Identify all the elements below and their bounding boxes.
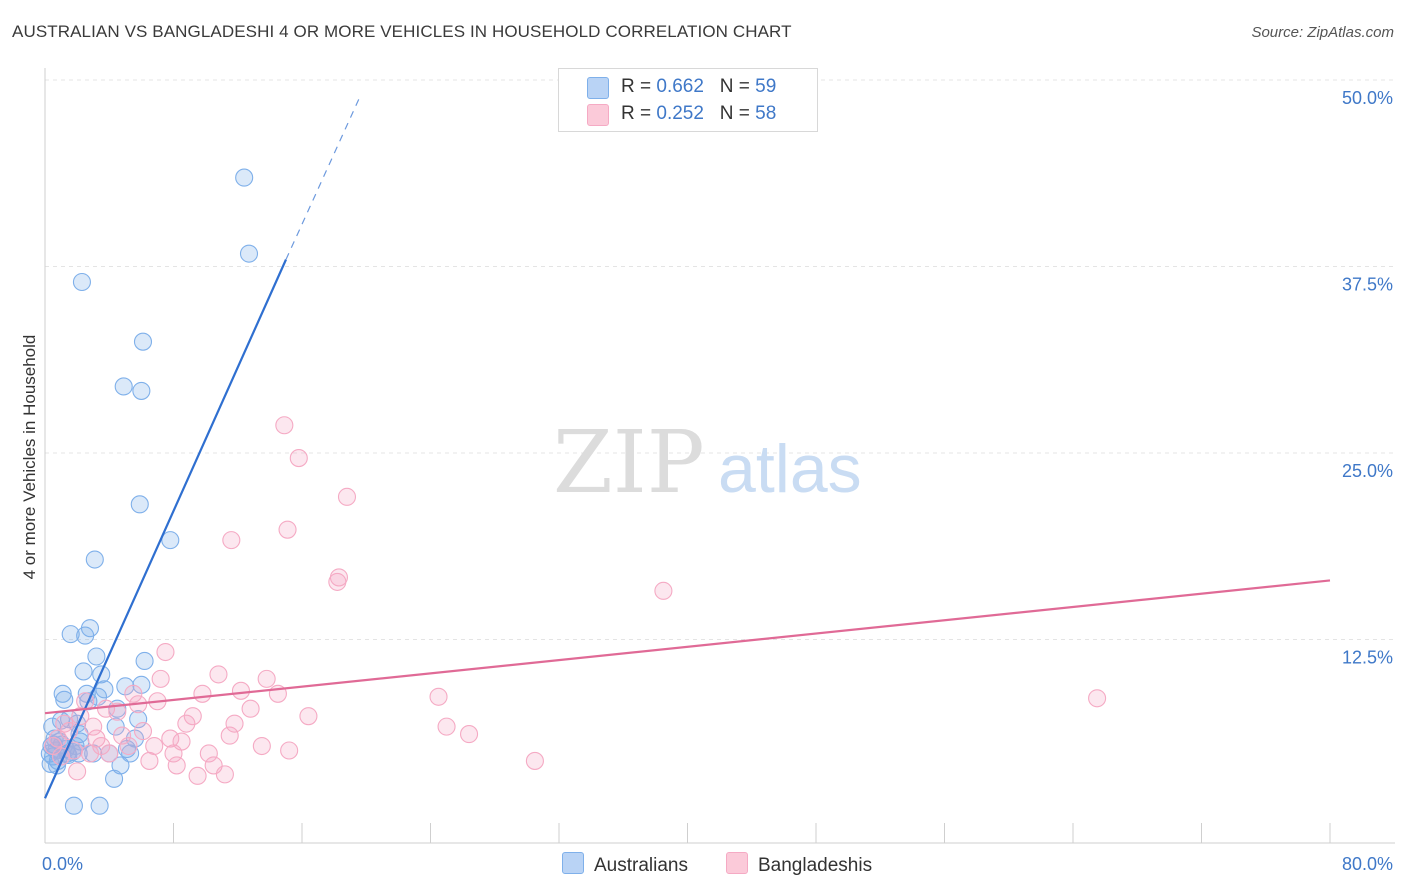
point-australians (64, 796, 83, 815)
point-bangladeshis (80, 744, 100, 763)
point-bangladeshis (1088, 689, 1107, 708)
point-australians (135, 651, 154, 671)
point-australians (85, 550, 104, 569)
chart-title: AUSTRALIAN VS BANGLADESHI 4 OR MORE VEHI… (12, 22, 792, 41)
bottom-legend-label-bangladeshis: Bangladeshis (758, 855, 873, 876)
point-bangladeshis (183, 707, 202, 726)
point-australians (132, 381, 151, 400)
tick-labels: 12.5% 25.0% 37.5% 50.0% 0.0% 80.0% (42, 88, 1393, 874)
point-bangladeshis (48, 729, 67, 748)
legend-swatch-bangladeshis (587, 104, 609, 126)
watermark-zip: ZIP (553, 413, 705, 513)
point-australians (95, 680, 114, 699)
point-bangladeshis (525, 751, 544, 770)
legend-swatch-australians (587, 77, 609, 99)
point-bangladeshis (151, 669, 170, 688)
point-bangladeshis (225, 714, 244, 733)
x-tick-label-max: 80.0% (1342, 854, 1393, 874)
stats-legend: R = 0.662 N = 59 R = 0.252 N = 58 (558, 68, 818, 132)
point-australians (239, 244, 259, 263)
point-australians (114, 377, 133, 396)
point-bangladeshis (119, 736, 138, 756)
point-bangladeshis (459, 725, 479, 744)
y-tick-label: 25.0% (1342, 461, 1393, 481)
point-australians (161, 531, 180, 550)
legend-stats-australians: R = 0.662 N = 59 (621, 76, 777, 97)
point-australians (129, 710, 148, 729)
point-bangladeshis (161, 729, 180, 748)
point-australians (55, 690, 74, 709)
point-bangladeshis (329, 568, 348, 587)
point-bangladeshis (231, 681, 251, 700)
y-tick-label: 50.0% (1342, 88, 1393, 108)
bottom-legend-label-australians: Australians (594, 855, 688, 876)
watermark-atlas: atlas (718, 431, 862, 507)
point-bangladeshis (199, 744, 218, 763)
axes (44, 68, 1395, 844)
point-bangladeshis (133, 722, 153, 741)
point-bangladeshis (177, 714, 196, 733)
point-bangladeshis (113, 726, 132, 745)
point-australians (74, 662, 93, 681)
point-bangladeshis (220, 726, 239, 745)
point-bangladeshis (100, 744, 119, 763)
bottom-legend-swatch-bangladeshis (726, 852, 748, 874)
point-australians (41, 754, 60, 773)
trend-line-australians-extension (285, 96, 361, 260)
point-australians (111, 756, 130, 775)
y-tick-label: 37.5% (1342, 275, 1393, 295)
point-bangladeshis (145, 736, 164, 756)
point-bangladeshis (278, 520, 297, 539)
legend-stats-bangladeshis: R = 0.252 N = 58 (621, 103, 777, 124)
point-australians (235, 168, 254, 187)
point-bangladeshis (215, 765, 234, 784)
watermark: ZIP atlas (553, 413, 862, 513)
point-bangladeshis (172, 732, 191, 751)
point-bangladeshis (108, 702, 127, 721)
point-bangladeshis (289, 449, 308, 468)
bottom-legend-swatch-australians (562, 852, 584, 874)
point-bangladeshis (241, 699, 260, 718)
point-bangladeshis (156, 642, 175, 662)
point-australians (43, 717, 62, 736)
point-bangladeshis (68, 762, 87, 781)
point-bangladeshis (337, 487, 357, 506)
point-bangladeshis (252, 736, 271, 756)
trend-lines (43, 96, 1331, 799)
point-bangladeshis (209, 665, 228, 684)
y-tick-label: 12.5% (1342, 648, 1393, 668)
x-tick-label-min: 0.0% (42, 854, 83, 874)
point-bangladeshis (654, 581, 673, 600)
point-australians (80, 619, 100, 638)
grid-lines (45, 79, 1395, 640)
point-australians (53, 684, 72, 703)
point-bangladeshis (193, 684, 212, 703)
point-bangladeshis (299, 707, 318, 726)
point-bangladeshis (84, 717, 103, 736)
point-bangladeshis (222, 531, 241, 550)
point-bangladeshis (275, 416, 294, 435)
source-credit: Source: ZipAtlas.com (1251, 24, 1394, 41)
point-bangladeshis (257, 669, 276, 688)
point-bangladeshis (188, 766, 207, 785)
point-australians (133, 332, 153, 351)
point-australians (87, 647, 106, 666)
point-australians (72, 272, 91, 292)
point-bangladeshis (124, 684, 143, 703)
bottom-legend-australians: Australians (562, 852, 688, 877)
bottom-legend-bangladeshis: Bangladeshis (726, 852, 872, 877)
point-bangladeshis (167, 756, 186, 775)
point-australians (106, 717, 125, 736)
point-australians (90, 796, 109, 815)
trend-line-bangladeshis (44, 579, 1331, 715)
point-bangladeshis (429, 687, 448, 706)
point-bangladeshis (437, 717, 456, 736)
point-australians (61, 625, 80, 644)
point-bangladeshis (280, 741, 299, 760)
point-australians (130, 495, 149, 514)
